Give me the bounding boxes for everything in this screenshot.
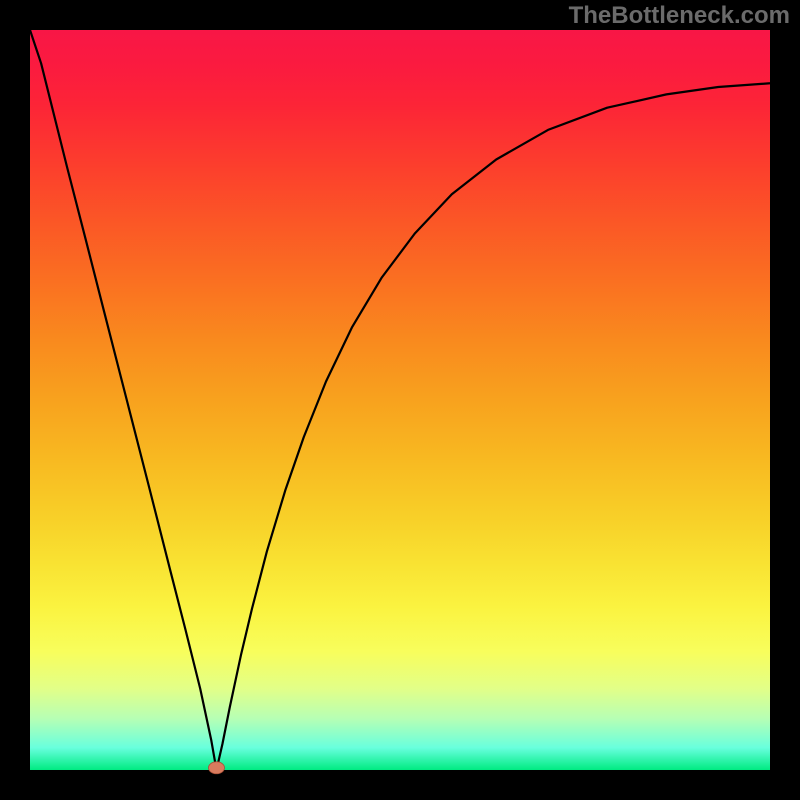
optimal-point-marker bbox=[208, 762, 224, 774]
plot-area bbox=[30, 30, 770, 770]
bottleneck-chart bbox=[0, 0, 800, 800]
watermark-text: TheBottleneck.com bbox=[569, 2, 790, 30]
chart-container: TheBottleneck.com bbox=[0, 0, 800, 800]
